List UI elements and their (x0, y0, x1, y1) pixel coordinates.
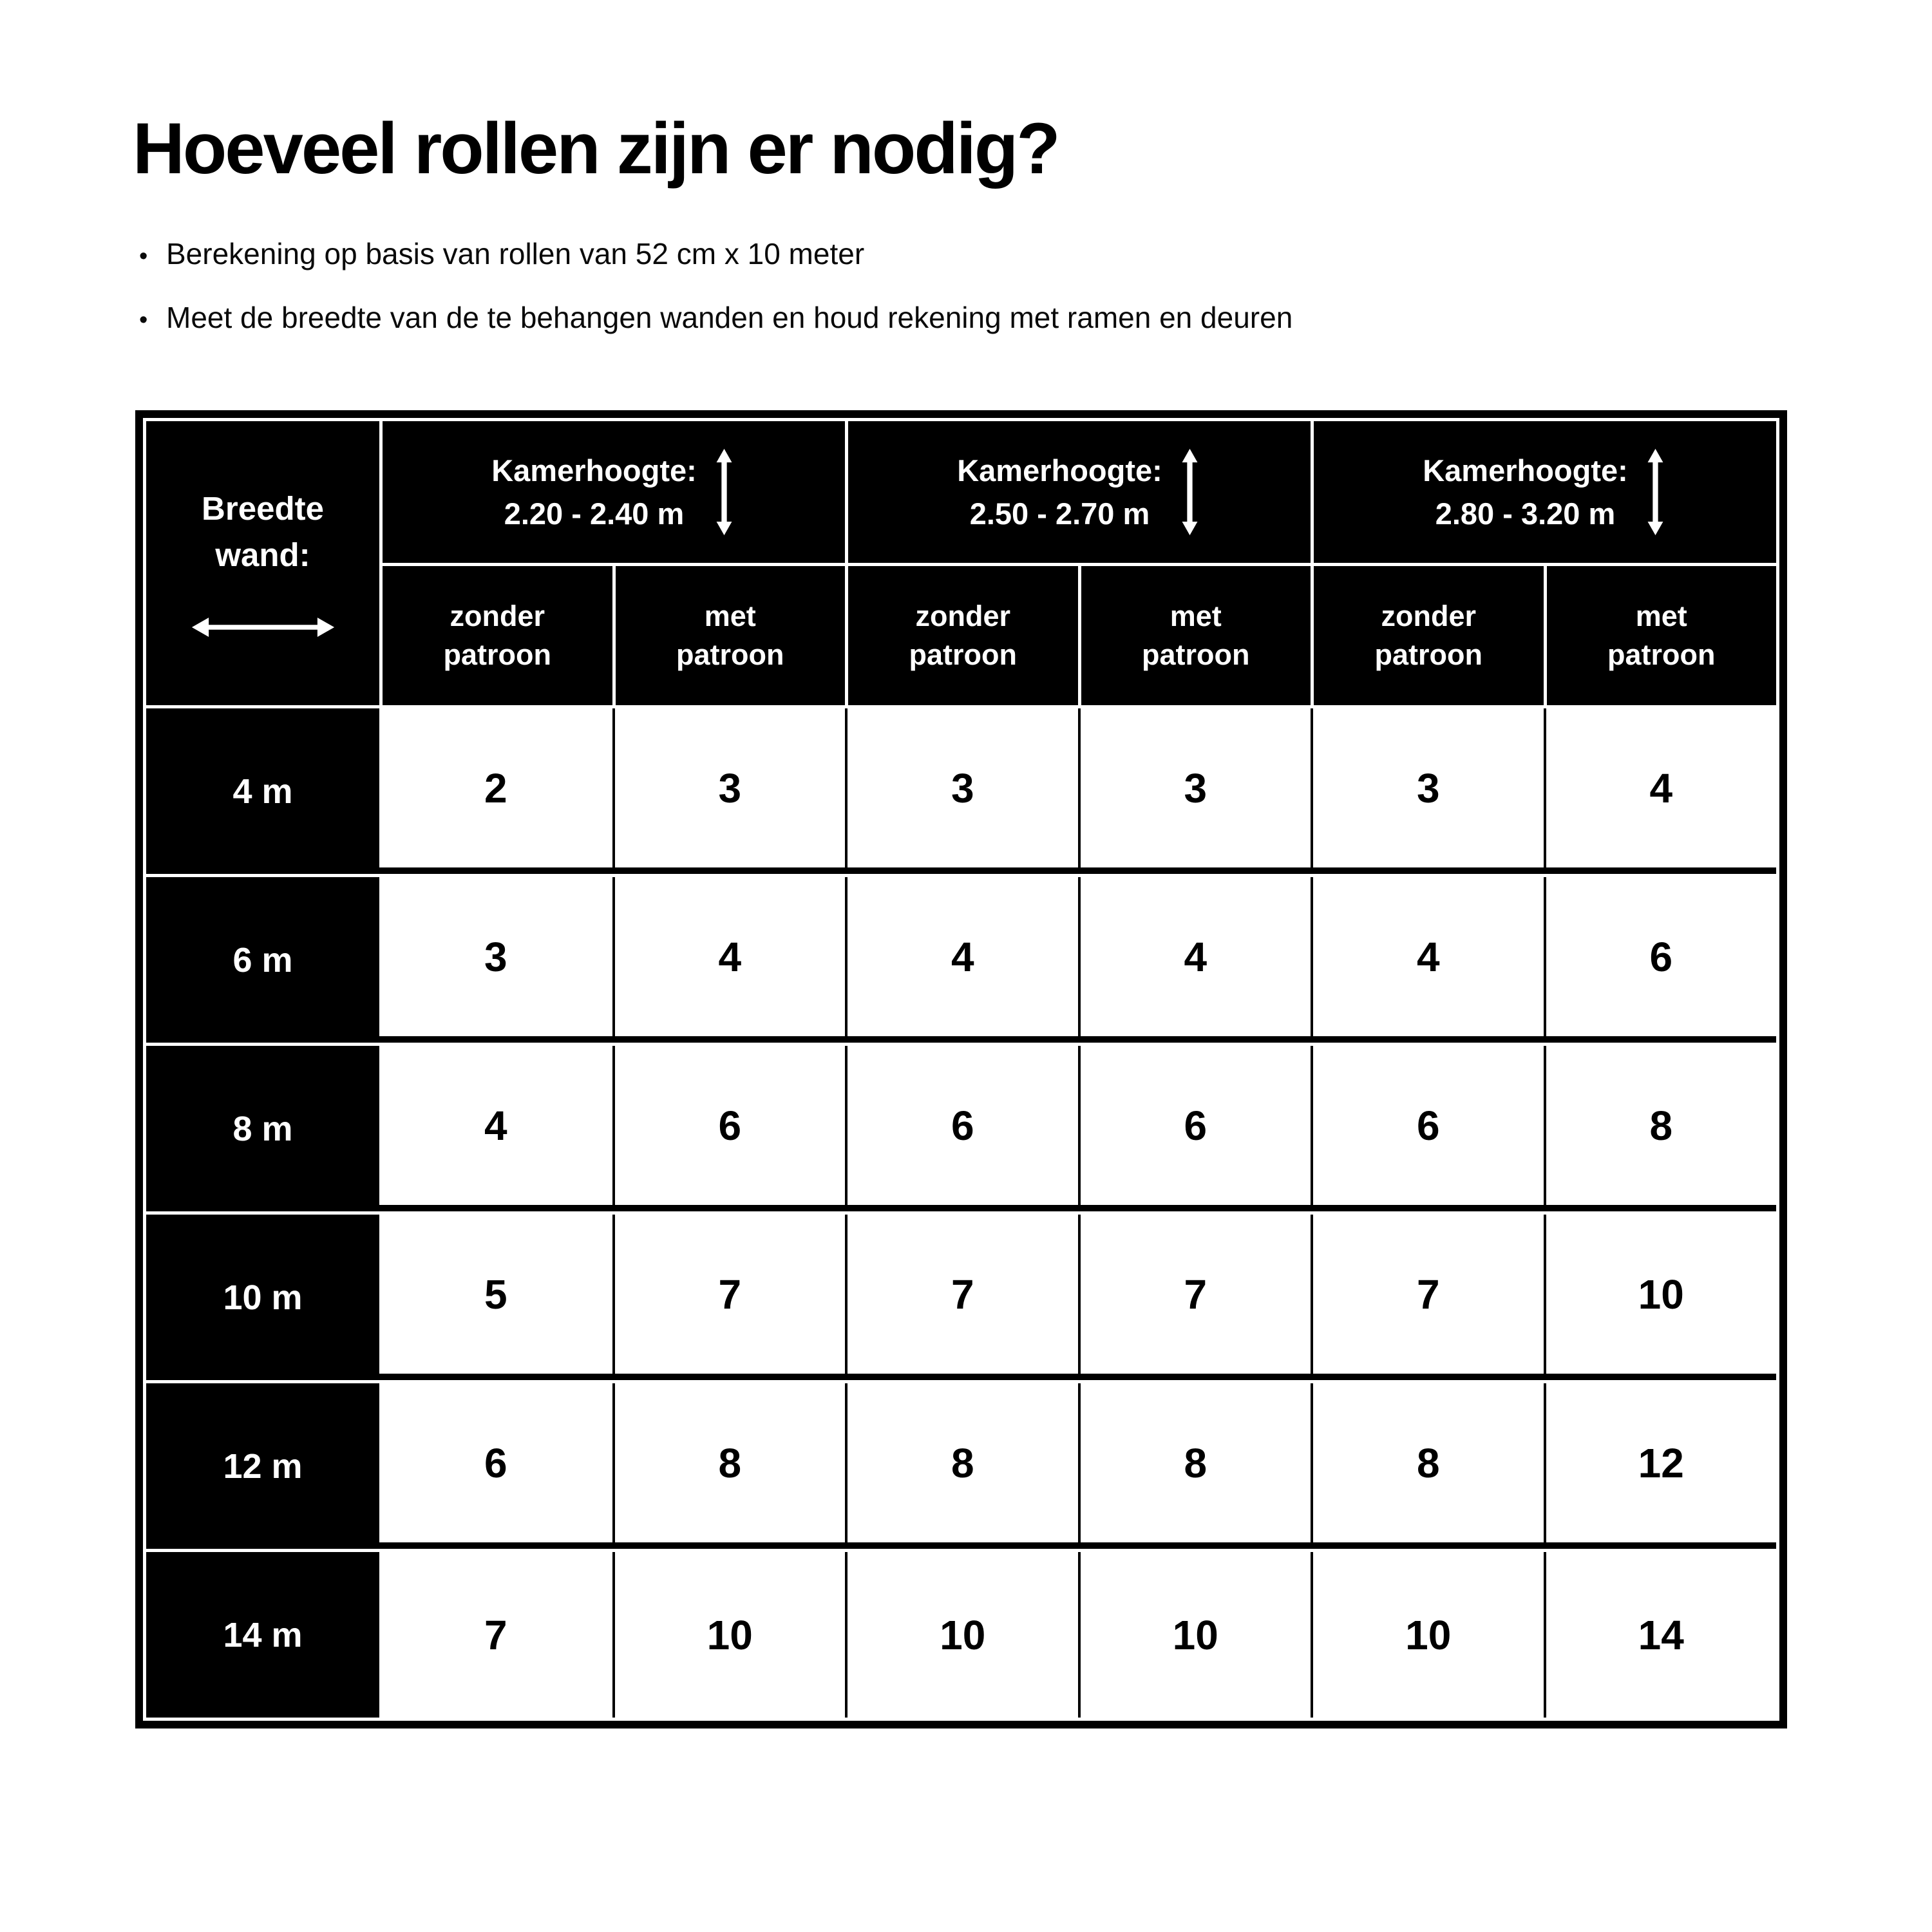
value-cell: 7 (845, 1215, 1078, 1381)
value-cell: 12 (1543, 1383, 1776, 1549)
row-label: 6 m (146, 877, 379, 1043)
value-cell: 4 (1077, 877, 1311, 1043)
value-cell: 3 (845, 708, 1078, 875)
value-cell: 6 (1543, 877, 1776, 1043)
group-title: Kamerhoogte: (491, 453, 697, 488)
value-cell: 6 (612, 1046, 845, 1212)
value-cell: 7 (1077, 1215, 1311, 1381)
value-cell: 4 (612, 877, 845, 1043)
group-range: 2.20 - 2.40 m (504, 497, 685, 531)
value-cell: 3 (1077, 708, 1311, 875)
bullet-text: Berekening op basis van rollen van 52 cm… (166, 237, 865, 271)
bullet-icon: • (139, 243, 148, 270)
group-range: 2.50 - 2.70 m (969, 497, 1150, 531)
row-label: 10 m (146, 1215, 379, 1381)
value-cell: 14 (1543, 1552, 1776, 1718)
row-label: 12 m (146, 1383, 379, 1549)
corner-header-breedte-wand: Breedte wand: (146, 421, 379, 706)
row-label: 14 m (146, 1552, 379, 1718)
value-cell: 10 (612, 1552, 845, 1718)
group-title: Kamerhoogte: (1423, 453, 1628, 488)
value-cell: 6 (845, 1046, 1078, 1212)
rolls-table: Breedte wand: Kamerhoogte: 2.20 - 2.40 m… (135, 410, 1787, 1729)
value-cell: 8 (612, 1383, 845, 1549)
row-label: 4 m (146, 708, 379, 875)
value-cell: 10 (1077, 1552, 1311, 1718)
value-cell: 7 (1311, 1215, 1544, 1381)
value-cell: 8 (1077, 1383, 1311, 1549)
value-cell: 2 (379, 708, 612, 875)
subheader-zonder-patroon: zonder patroon (845, 566, 1078, 706)
value-cell: 10 (1543, 1215, 1776, 1381)
subheader-met-patroon: met patroon (1543, 566, 1776, 706)
value-cell: 6 (379, 1383, 612, 1549)
bullet-text: Meet de breedte van de te behangen wande… (166, 301, 1293, 335)
value-cell: 4 (1543, 708, 1776, 875)
row-label: 8 m (146, 1046, 379, 1212)
value-cell: 8 (1543, 1046, 1776, 1212)
subheader-zonder-patroon: zonder patroon (1311, 566, 1544, 706)
value-cell: 5 (379, 1215, 612, 1381)
bullet-item: • Berekening op basis van rollen van 52 … (139, 223, 1932, 287)
vertical-double-arrow-icon (1182, 448, 1198, 536)
subheader-met-patroon: met patroon (612, 566, 845, 706)
value-cell: 4 (1311, 877, 1544, 1043)
column-group-header-3: Kamerhoogte: 2.80 - 3.20 m (1311, 421, 1776, 564)
group-title: Kamerhoogte: (957, 453, 1162, 488)
subheader-zonder-patroon: zonder patroon (379, 566, 612, 706)
value-cell: 3 (379, 877, 612, 1043)
subheader-met-patroon: met patroon (1077, 566, 1311, 706)
value-cell: 4 (379, 1046, 612, 1212)
column-group-header-1: Kamerhoogte: 2.20 - 2.40 m (379, 421, 845, 564)
page-title: Hoeveel rollen zijn er nodig? (133, 108, 1061, 189)
value-cell: 10 (1311, 1552, 1544, 1718)
value-cell: 7 (612, 1215, 845, 1381)
value-cell: 7 (379, 1552, 612, 1718)
bullet-list: • Berekening op basis van rollen van 52 … (139, 223, 1932, 351)
vertical-double-arrow-icon (716, 448, 732, 536)
value-cell: 4 (845, 877, 1078, 1043)
rolls-table-grid: Breedte wand: Kamerhoogte: 2.20 - 2.40 m… (143, 418, 1779, 1721)
group-range: 2.80 - 3.20 m (1435, 497, 1616, 531)
horizontal-double-arrow-icon (191, 618, 334, 638)
corner-label: Breedte wand: (202, 490, 324, 574)
vertical-double-arrow-icon (1647, 448, 1663, 536)
bullet-icon: • (139, 307, 148, 334)
value-cell: 8 (845, 1383, 1078, 1549)
value-cell: 10 (845, 1552, 1078, 1718)
column-group-header-2: Kamerhoogte: 2.50 - 2.70 m (845, 421, 1311, 564)
value-cell: 3 (612, 708, 845, 875)
value-cell: 6 (1311, 1046, 1544, 1212)
value-cell: 6 (1077, 1046, 1311, 1212)
value-cell: 3 (1311, 708, 1544, 875)
value-cell: 8 (1311, 1383, 1544, 1549)
bullet-item: • Meet de breedte van de te behangen wan… (139, 287, 1932, 351)
